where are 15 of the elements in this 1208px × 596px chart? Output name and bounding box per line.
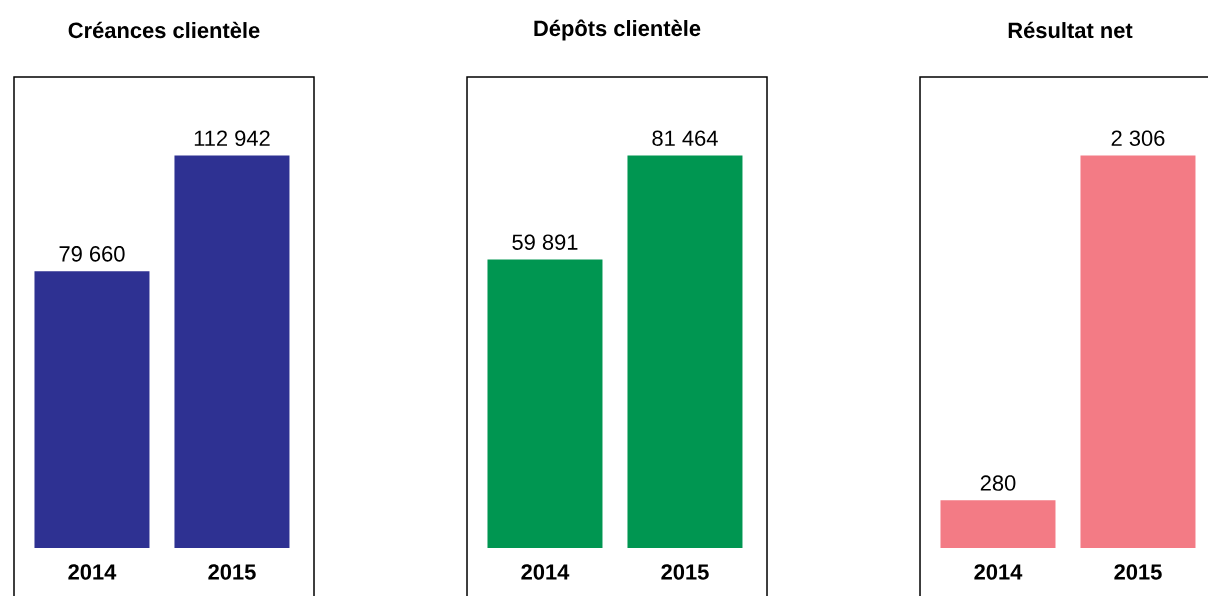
- data-label: 59 891: [512, 234, 578, 250]
- x-tick-label: 2015: [661, 564, 709, 580]
- chart-title: Créances clientèle: [68, 21, 260, 39]
- x-tick-label: 2015: [1114, 564, 1162, 580]
- chart-title: Dépôts clientèle: [534, 19, 701, 41]
- x-tick-label: 2014: [521, 564, 570, 580]
- data-label: 79 660: [59, 246, 125, 262]
- x-tick-label: 2015: [208, 564, 256, 580]
- data-label: 280: [980, 475, 1016, 491]
- x-tick-label: 2014: [68, 564, 117, 580]
- data-label: 2 306: [1111, 130, 1165, 146]
- data-label: 112 942: [194, 130, 270, 146]
- data-label: 81 464: [652, 130, 718, 146]
- chart-title: Résultat net: [1008, 21, 1133, 39]
- x-tick-label: 2014: [974, 564, 1023, 580]
